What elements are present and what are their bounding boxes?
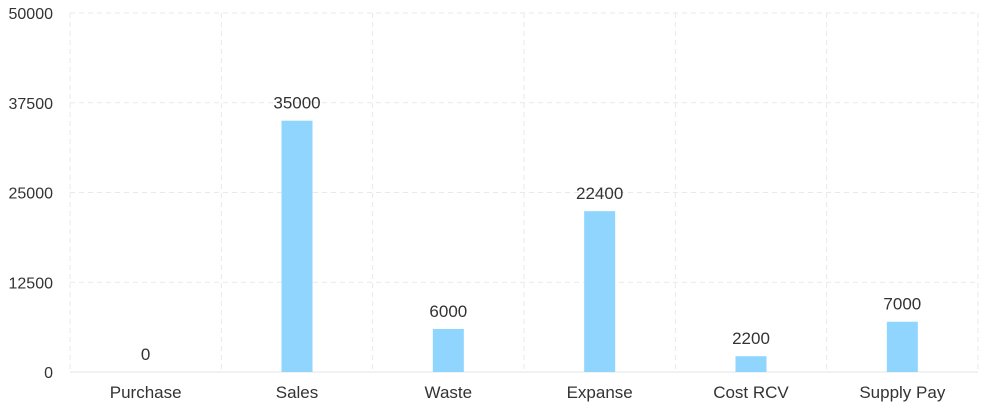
x-axis: Purchase Sales Waste Expanse Cost RCV Supply … (110, 383, 946, 402)
data-label: 6000 (429, 302, 467, 321)
bar (735, 356, 767, 372)
bar (432, 328, 464, 372)
data-label: 2200 (732, 329, 770, 348)
x-tick-label: Sales (276, 383, 319, 402)
y-axis: 0 12500 25000 37500 50000 (9, 6, 54, 382)
data-label: 7000 (883, 295, 921, 314)
bar (584, 211, 616, 372)
grid-layer (69, 12, 979, 373)
data-label: 22400 (576, 184, 623, 203)
y-tick-label: 50000 (9, 6, 54, 23)
x-tick-label: Cost RCV (713, 383, 789, 402)
bar (886, 321, 918, 372)
bar (281, 120, 313, 372)
x-tick-label: Waste (425, 383, 473, 402)
data-label: 0 (141, 345, 150, 364)
data-label: 35000 (273, 94, 320, 113)
x-tick-label: Purchase (110, 383, 182, 402)
bars (281, 120, 918, 372)
y-tick-label: 12500 (9, 275, 54, 292)
data-labels: 0 35000 6000 22400 2200 7000 (141, 94, 921, 364)
y-tick-label: 25000 (9, 186, 54, 203)
y-tick-label: 0 (44, 365, 53, 382)
x-tick-label: Supply Pay (859, 383, 945, 402)
y-tick-label: 37500 (9, 96, 54, 113)
x-tick-label: Expanse (567, 383, 633, 402)
